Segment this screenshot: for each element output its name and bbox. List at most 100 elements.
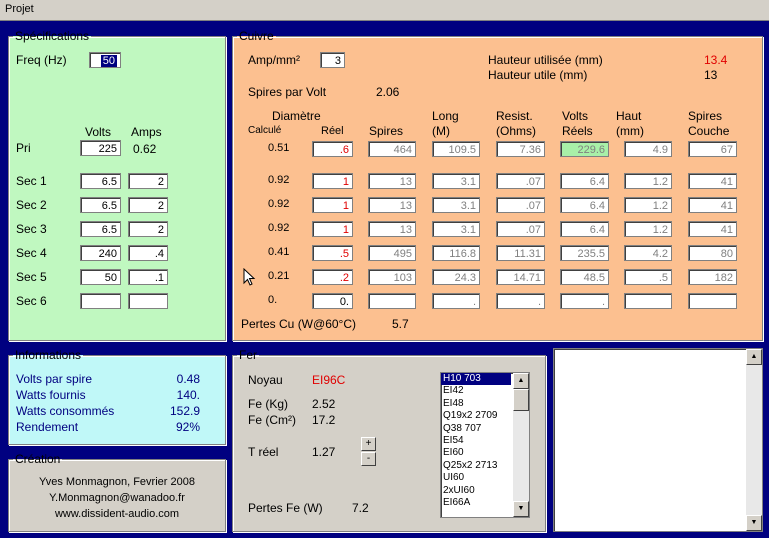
long-field: 24.3 — [432, 269, 480, 285]
volts-reels-field: 6.4 — [560, 173, 609, 189]
header-couche: Couche — [688, 124, 730, 138]
core-list-item[interactable]: 2xUI60 — [443, 484, 475, 496]
spires-field: 13 — [368, 173, 416, 189]
info-value: 92% — [175, 420, 200, 434]
sec-amps-input[interactable] — [128, 293, 168, 309]
core-list-item[interactable]: EI66A — [443, 496, 471, 508]
volts-reels-field: . — [560, 293, 609, 309]
volts-reels-field: 6.4 — [560, 221, 609, 237]
scroll-down-icon[interactable]: ▼ — [513, 501, 529, 517]
diametre-calcule-value: 0.51 — [268, 142, 290, 154]
sec-volts-input[interactable]: 6.5 — [80, 221, 121, 237]
header-calcule: Calculé — [248, 125, 282, 136]
haut-field — [624, 293, 672, 309]
scroll-thumb[interactable] — [513, 389, 529, 411]
fe-cm2-label: Fe (Cm²) — [248, 413, 296, 427]
pri-amps-value: 0.62 — [133, 142, 157, 156]
informations-panel: Informations — [8, 348, 226, 445]
diametre-reel-input[interactable]: .5 — [312, 245, 353, 261]
sec-amps-input[interactable]: .1 — [128, 269, 168, 285]
amp-mm2-input[interactable]: 3 — [320, 52, 345, 68]
core-list-item[interactable]: EI54 — [443, 434, 464, 446]
menu-projet[interactable]: Projet — [5, 3, 34, 15]
info-label: Volts par spire — [16, 372, 93, 386]
pertes-cu-label: Pertes Cu (W@60°C) — [241, 317, 357, 331]
long-field: 109.5 — [432, 141, 480, 157]
cuivre-legend: Cuivre — [239, 29, 274, 43]
header-volts-reels: Réels — [562, 124, 593, 138]
sec-volts-input[interactable]: 6.5 — [80, 173, 121, 189]
diametre-reel-input[interactable]: 1 — [312, 173, 353, 189]
long-field: 3.1 — [432, 221, 480, 237]
diametre-reel-input[interactable]: .6 — [312, 141, 353, 157]
haut-field: 4.2 — [624, 245, 672, 261]
noyau-value: EI96C — [312, 373, 346, 387]
info-label: Watts fournis — [16, 388, 86, 402]
sec-volts-input[interactable] — [80, 293, 121, 309]
header-volts: Volts — [562, 109, 589, 123]
haut-field: .5 — [624, 269, 672, 285]
notes-scrollbar[interactable]: ▲ ▼ — [746, 349, 762, 531]
resist-field: 11.31 — [496, 245, 545, 261]
core-listbox[interactable]: H10 703 EI42 EI48 Q19x2 2709 Q38 707 EI54 EI60… — [440, 372, 530, 518]
scroll-up-icon[interactable]: ▲ — [513, 373, 529, 389]
header-resist: Resist. — [496, 109, 533, 123]
creation-website[interactable]: www.dissident-audio.com — [54, 508, 180, 520]
long-field: 3.1 — [432, 197, 480, 213]
core-list-item[interactable]: UI60 — [443, 472, 465, 484]
sec-volts-input[interactable]: 240 — [80, 245, 121, 261]
sec-amps-input[interactable]: 2 — [128, 221, 168, 237]
sec-label: Sec 3 — [16, 222, 47, 236]
haut-field: 1.2 — [624, 173, 672, 189]
diametre-calcule-value: 0. — [268, 294, 278, 306]
header-resist-unit: (Ohms) — [496, 124, 536, 138]
sec-volts-input[interactable]: 6.5 — [80, 197, 121, 213]
diametre-reel-input[interactable]: 0. — [312, 293, 353, 309]
sec-amps-input[interactable]: .4 — [128, 245, 168, 261]
header-haut: Haut — [616, 109, 642, 123]
diametre-reel-input[interactable]: 1 — [312, 197, 353, 213]
spires-couche-field: 41 — [688, 173, 737, 189]
core-list-item[interactable]: Q19x2 2709 — [443, 410, 498, 422]
sec-volts-input[interactable]: 50 — [80, 269, 121, 285]
diametre-calcule-value: 0.92 — [268, 222, 290, 234]
sec-label: Sec 6 — [16, 294, 47, 308]
t-reel-increase-button[interactable]: + — [361, 437, 376, 451]
spires-field: 13 — [368, 197, 416, 213]
info-value: 0.48 — [176, 372, 200, 386]
core-list-item[interactable]: H10 703 — [441, 373, 511, 386]
diametre-calcule-value: 0.92 — [268, 174, 290, 186]
core-list-item[interactable]: Q25x2 2713 — [443, 459, 498, 471]
amp-mm2-label: Amp/mm² — [248, 53, 300, 67]
sec-amps-input[interactable]: 2 — [128, 173, 168, 189]
notes-textarea[interactable]: ▲ ▼ — [553, 348, 763, 532]
volts-reels-field: 235.5 — [560, 245, 609, 261]
fer-legend: Fer — [239, 348, 257, 362]
header-long-unit: (M) — [432, 124, 450, 138]
pertes-fe-label: Pertes Fe (W) — [248, 501, 323, 515]
core-list-item[interactable]: EI48 — [443, 397, 464, 409]
notes-scroll-up-icon[interactable]: ▲ — [746, 349, 762, 365]
info-label: Rendement — [16, 420, 79, 434]
amps-header: Amps — [131, 125, 162, 139]
creation-panel: Création — [8, 452, 226, 532]
informations-legend: Informations — [15, 348, 82, 362]
t-reel-value: 1.27 — [312, 445, 336, 459]
diametre-reel-input[interactable]: 1 — [312, 221, 353, 237]
core-list-scrollbar[interactable]: ▲ ▼ — [513, 373, 529, 517]
resist-field: 7.36 — [496, 141, 545, 157]
notes-scroll-down-icon[interactable]: ▼ — [746, 515, 762, 531]
resist-field: 14.71 — [496, 269, 545, 285]
core-list-item[interactable]: EI60 — [443, 447, 464, 459]
freq-input[interactable]: 50 — [89, 52, 121, 68]
spires-couche-field — [688, 293, 737, 309]
diametre-reel-input[interactable]: .2 — [312, 269, 353, 285]
t-reel-decrease-button[interactable]: - — [361, 452, 376, 466]
pri-volts-input[interactable]: 225 — [80, 140, 121, 156]
core-list-item[interactable]: Q38 707 — [443, 422, 482, 434]
fe-kg-label: Fe (Kg) — [248, 397, 289, 411]
haut-field: 1.2 — [624, 197, 672, 213]
sec-amps-input[interactable]: 2 — [128, 197, 168, 213]
core-list-item[interactable]: EI42 — [443, 385, 464, 397]
creation-email[interactable]: Y.Monmagnon@wanadoo.fr — [49, 492, 185, 504]
